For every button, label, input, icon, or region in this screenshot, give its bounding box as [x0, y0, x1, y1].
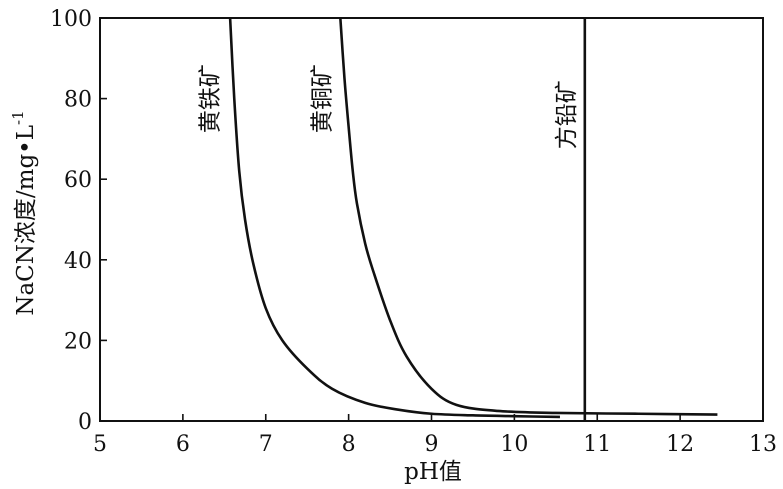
x-tick-label: 6 — [176, 432, 190, 457]
y-tick-label: 0 — [78, 410, 92, 435]
ticks: 5 6 7 8 9 10 11 12 13 0 20 40 60 80 100 — [50, 7, 777, 457]
x-tick-label: 10 — [500, 432, 528, 457]
x-tick-label: 8 — [342, 432, 356, 457]
y-tick-label: 80 — [64, 88, 92, 113]
x-tick-label: 13 — [749, 432, 777, 457]
curve-label: 黄铜矿 — [310, 64, 336, 133]
x-tick-label: 9 — [425, 432, 439, 457]
series — [228, 17, 718, 421]
y-axis-title-main: NaCN浓度/mg•L — [13, 125, 39, 316]
x-tick-label: 12 — [666, 432, 694, 457]
y-tick-label: 100 — [50, 7, 92, 32]
curve-label: 黄铁矿 — [198, 64, 224, 133]
x-tick-label: 11 — [583, 432, 611, 457]
x-tick-label: 7 — [259, 432, 273, 457]
y-axis-title: NaCN浓度/mg•L-1 — [9, 110, 39, 315]
curve-labels: 黄铁矿 黄铜矿 方铅矿 — [198, 64, 580, 149]
y-axis-title-superscript: -1 — [9, 110, 27, 125]
chalcopyrite-curve — [339, 17, 718, 416]
x-tick-label: 5 — [93, 432, 107, 457]
x-axis-title: pH值 — [404, 459, 462, 485]
y-tick-label: 60 — [64, 168, 92, 193]
curve-label: 方铅矿 — [554, 80, 580, 149]
y-tick-label: 40 — [64, 249, 92, 274]
pyrite-curve — [228, 17, 560, 419]
y-tick-label: 20 — [64, 329, 92, 354]
